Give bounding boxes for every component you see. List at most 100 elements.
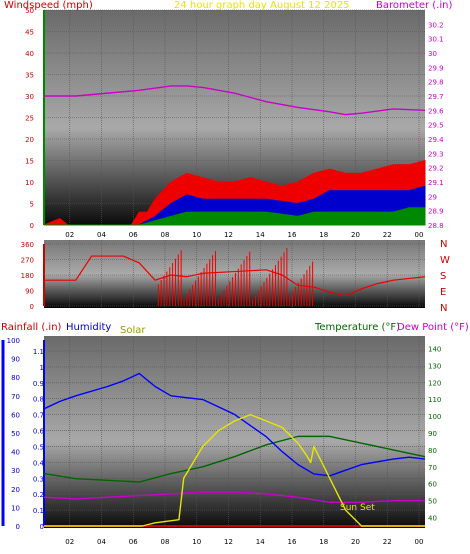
humidity-tick-label: 20 xyxy=(11,486,20,494)
x-tick-label-bottom: 12 xyxy=(224,538,233,546)
wind-tick-label: 35 xyxy=(25,72,34,80)
rain-tick-label: 0.4 xyxy=(33,459,45,467)
baro-tick-label: 29.6 xyxy=(428,107,444,115)
x-tick-label-bottom: 16 xyxy=(288,538,297,546)
rain-tick-label: 0.7 xyxy=(33,412,44,420)
temp-tick-label: 60 xyxy=(428,481,437,489)
x-tick-label-top: 06 xyxy=(129,231,138,239)
rain-tick-label: 0.9 xyxy=(33,380,44,388)
humidity-tick-label: 90 xyxy=(11,356,20,364)
baro-tick-label: 29.3 xyxy=(428,150,444,158)
x-tick-label-bottom: 08 xyxy=(161,538,170,546)
x-tick-label-top: 02 xyxy=(65,231,74,239)
baro-tick-label: 29.2 xyxy=(428,165,444,173)
rain-tick-label: 0.5 xyxy=(33,443,44,451)
humidity-tick-label: 0 xyxy=(16,523,20,531)
baro-tick-label: 29.5 xyxy=(428,122,444,130)
x-tick-label-bottom: 10 xyxy=(192,538,201,546)
baro-tick-label: 29.4 xyxy=(428,136,444,144)
direction-tick-label: 270 xyxy=(21,257,34,265)
wind-tick-label: 45 xyxy=(25,29,34,37)
temp-tick-label: 90 xyxy=(428,430,437,438)
wind-tick-label: 50 xyxy=(25,7,34,15)
temp-tick-label: 50 xyxy=(428,498,437,506)
x-tick-label-top: 10 xyxy=(192,231,201,239)
windspeed-label: Windspeed (mph) xyxy=(4,0,93,11)
direction-series xyxy=(44,255,426,297)
baro-tick-label: 30.2 xyxy=(428,21,444,29)
rain-tick-label: 1.1 xyxy=(33,348,44,356)
compass-s: S xyxy=(440,271,446,282)
wind-tick-label: 40 xyxy=(25,50,34,58)
x-tick-label-top: 00 xyxy=(415,231,424,239)
temp-tick-label: 140 xyxy=(428,345,441,353)
direction-panel xyxy=(44,240,425,308)
temp-tick-label: 130 xyxy=(428,362,441,370)
temp-tick-label: 80 xyxy=(428,447,437,455)
compass-n-bottom: N xyxy=(440,303,447,314)
humidity-tick-label: 80 xyxy=(11,374,20,382)
wind-tick-label: 0 xyxy=(30,222,34,230)
rain-panel xyxy=(44,336,425,528)
compass-w: W xyxy=(440,255,450,266)
baro-tick-label: 29 xyxy=(428,193,437,201)
x-tick-label-top: 08 xyxy=(161,231,170,239)
humidity-tick-label: 70 xyxy=(11,393,20,401)
x-tick-label-bottom: 04 xyxy=(97,538,106,546)
wind-tick-label: 25 xyxy=(25,115,34,123)
rain-tick-label: 0.3 xyxy=(33,475,44,483)
dewpoint-series xyxy=(43,491,425,504)
x-tick-label-top: 04 xyxy=(97,231,106,239)
x-tick-label-bottom: 18 xyxy=(319,538,328,546)
temperature-series xyxy=(43,435,426,483)
x-tick-label-top: 20 xyxy=(351,231,360,239)
temp-tick-label: 120 xyxy=(428,379,441,387)
x-tick-label-bottom: 02 xyxy=(65,538,74,546)
x-tick-label-bottom: 00 xyxy=(415,538,424,546)
wind-tick-label: 20 xyxy=(25,136,34,144)
x-tick-label-top: 22 xyxy=(383,231,392,239)
wind-tick-label: 30 xyxy=(25,93,34,101)
temp-tick-label: 100 xyxy=(428,413,441,421)
x-tick-label-top: 14 xyxy=(256,231,265,239)
humidity-tick-label: 40 xyxy=(11,449,20,457)
rain-tick-label: 0.2 xyxy=(33,491,44,499)
direction-tick-label: 360 xyxy=(21,241,34,249)
rainfall-label: Rainfall (.in) xyxy=(1,322,62,333)
rain-tick-label: 0.6 xyxy=(33,428,45,436)
dewpoint-label: Dew Point (°F) xyxy=(397,322,469,333)
temp-tick-label: 40 xyxy=(428,515,437,523)
rain-tick-label: 0.8 xyxy=(33,396,44,404)
humidity-label: Humidity xyxy=(66,322,111,333)
x-tick-label-top: 16 xyxy=(288,231,297,239)
compass-n-top: N xyxy=(440,239,447,250)
direction-tick-label: 0 xyxy=(30,303,34,311)
rain-tick-label: 0 xyxy=(40,523,44,531)
baro-tick-label: 29.8 xyxy=(428,79,444,87)
sunset-annotation: Sun Set xyxy=(340,503,375,513)
wind-tick-label: 10 xyxy=(25,179,34,187)
barometer-label: Barometer (.in) xyxy=(376,0,452,11)
baro-tick-label: 30 xyxy=(428,50,437,58)
humidity-tick-label: 100 xyxy=(7,337,20,345)
x-tick-label-bottom: 06 xyxy=(129,538,138,546)
baro-tick-label: 29.7 xyxy=(428,93,444,101)
baro-tick-label: 28.8 xyxy=(428,222,444,230)
chart-title: 24 hour graph day August 12 2025 xyxy=(174,0,350,11)
temperature-label: Temperature (°F) xyxy=(314,322,400,333)
baro-tick-label: 29.9 xyxy=(428,64,444,72)
humidity-tick-label: 30 xyxy=(11,467,20,475)
baro-tick-label: 30.1 xyxy=(428,36,444,44)
humidity-tick-label: 60 xyxy=(11,411,20,419)
rain-tick-label: 1 xyxy=(40,364,44,372)
humidity-tick-label: 10 xyxy=(11,504,20,512)
baro-tick-label: 29.1 xyxy=(428,179,444,187)
solar-label: Solar xyxy=(120,325,146,336)
x-tick-label-top: 12 xyxy=(224,231,233,239)
barometer-series xyxy=(44,85,426,116)
temp-tick-label: 110 xyxy=(428,396,441,404)
wind-tick-label: 15 xyxy=(25,158,34,166)
humidity-series xyxy=(43,372,426,477)
baro-tick-label: 28.9 xyxy=(428,208,444,216)
